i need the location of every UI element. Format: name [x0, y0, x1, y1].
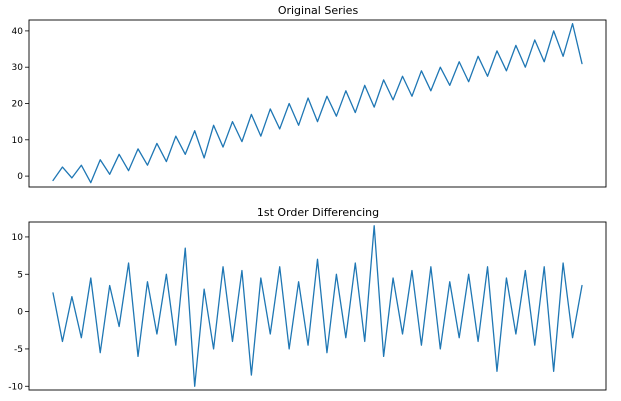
series-group: [52, 225, 583, 387]
y-tick-label: 20: [12, 100, 24, 110]
y-tick-label: -5: [14, 345, 23, 355]
series-group: [52, 22, 583, 184]
chart-title: Original Series: [278, 4, 359, 17]
y-axis: -10 -5 0 5 10: [8, 233, 29, 392]
y-tick-label: 5: [17, 270, 23, 280]
original-series-chart: Original Series 0 10 20 30 40: [12, 4, 607, 188]
y-tick-label: -10: [8, 382, 23, 392]
y-tick-label: 40: [12, 27, 24, 37]
y-tick-label: 0: [17, 172, 23, 182]
y-tick-label: 0: [17, 308, 23, 318]
y-tick-label: 10: [12, 233, 24, 243]
y-tick-label: 30: [12, 63, 24, 73]
differencing-chart: 1st Order Differencing -10 -5 0 5 10: [8, 206, 607, 392]
series-line: [52, 225, 583, 387]
axes-frame: [28, 221, 607, 391]
y-tick-label: 10: [12, 136, 24, 146]
axes-frame: [28, 19, 607, 188]
series-line: [52, 22, 583, 184]
chart-title: 1st Order Differencing: [257, 206, 379, 219]
y-axis: 0 10 20 30 40: [12, 27, 29, 182]
